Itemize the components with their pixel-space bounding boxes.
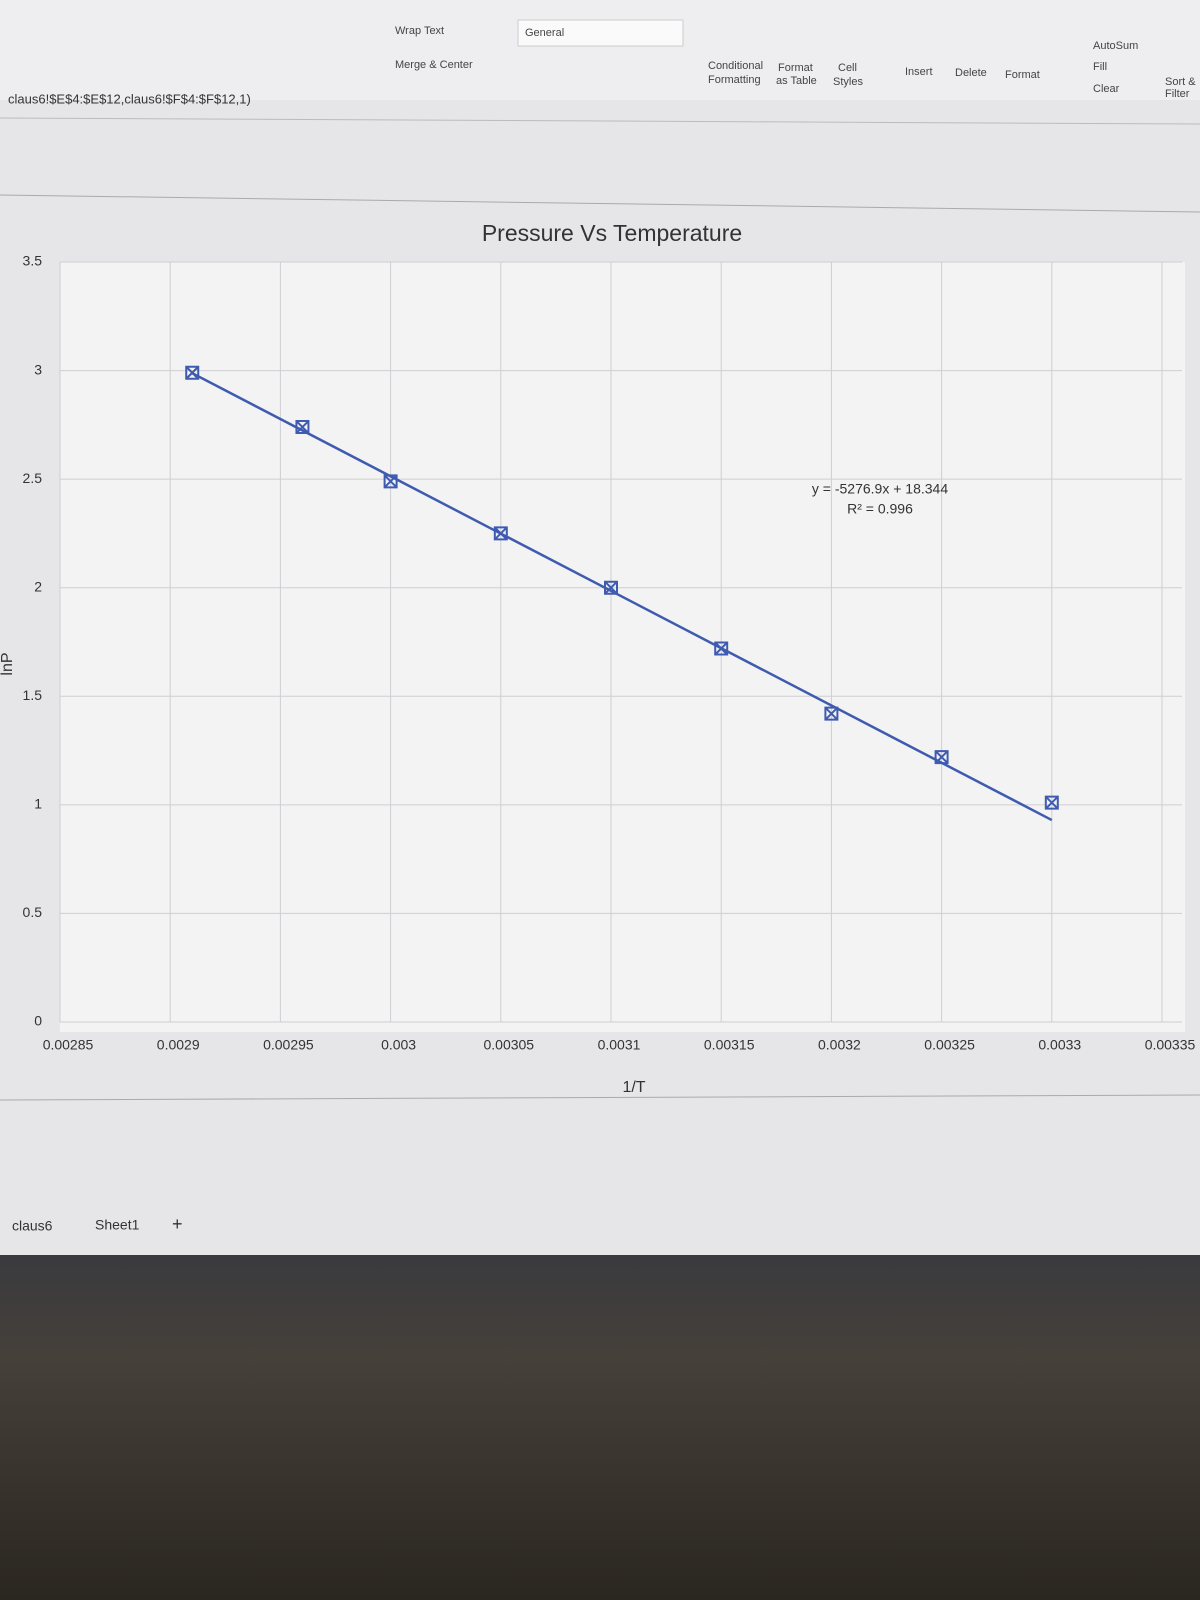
number-format-box[interactable] <box>517 19 684 47</box>
y-axis-label: lnP <box>0 652 16 675</box>
y-tick-label: 2 <box>34 578 42 594</box>
data-point <box>493 526 508 541</box>
data-point <box>185 365 200 380</box>
y-tick-label: 2.5 <box>23 470 43 486</box>
x-tick-label: 0.0033 <box>1038 1037 1081 1053</box>
divider <box>0 117 1200 125</box>
y-tick-label: 3.5 <box>23 253 43 269</box>
ribbon-label[interactable]: Filter <box>1165 88 1190 100</box>
x-tick-label: 0.00325 <box>924 1037 975 1053</box>
x-tick-label: 0.003 <box>381 1037 416 1053</box>
sheet-tab[interactable]: Sheet1 <box>95 1217 140 1233</box>
x-tick-label: 0.0032 <box>818 1037 861 1053</box>
ribbon-label[interactable]: Clear <box>1093 83 1120 95</box>
chart-border <box>0 194 1200 213</box>
r-squared: R² = 0.996 <box>847 501 913 517</box>
chart-border <box>0 1094 1200 1101</box>
ribbon-label[interactable]: AutoSum <box>1093 40 1138 52</box>
x-tick-label: 0.0031 <box>598 1037 641 1053</box>
x-axis-label: 1/T <box>622 1079 645 1096</box>
formula: claus6!$E$4:$E$12,claus6!$F$4:$F$12,1) <box>8 91 251 106</box>
bezel <box>0 1255 1200 1600</box>
x-tick-label: 0.00315 <box>704 1037 755 1053</box>
ribbon-label[interactable]: Insert <box>905 66 933 78</box>
y-tick-label: 1.5 <box>23 687 43 703</box>
x-tick-label: 0.00295 <box>263 1037 314 1053</box>
x-tick-label: 0.00285 <box>43 1037 94 1053</box>
ribbon-label[interactable]: General <box>525 27 564 39</box>
data-point <box>934 750 949 765</box>
y-tick-label: 3 <box>34 361 42 377</box>
data-point <box>1044 795 1059 810</box>
sheet-tab[interactable]: claus6 <box>12 1218 53 1234</box>
x-tick-label: 0.00305 <box>483 1037 534 1053</box>
trend-equation: y = -5276.9x + 18.344 <box>812 481 948 497</box>
ribbon-label[interactable]: Delete <box>955 67 987 79</box>
ribbon-label[interactable]: as Table <box>776 75 817 87</box>
data-point <box>604 580 618 595</box>
add-sheet[interactable]: + <box>172 1214 183 1234</box>
ribbon-label[interactable]: Merge & Center <box>395 59 473 71</box>
x-tick-label: 0.0029 <box>157 1037 200 1053</box>
ribbon-label[interactable]: Styles <box>833 76 863 88</box>
ribbon-label[interactable]: Format <box>1005 69 1040 81</box>
data-point <box>824 706 839 721</box>
ribbon-label[interactable]: Format <box>778 62 813 74</box>
ribbon-label[interactable]: Formatting <box>708 74 761 86</box>
data-point <box>295 420 310 435</box>
ribbon <box>0 0 1200 100</box>
x-tick-label: 0.00335 <box>1145 1037 1196 1053</box>
chart-title: Pressure Vs Temperature <box>482 220 742 246</box>
plot-area <box>60 262 1185 1032</box>
data-point <box>383 474 398 489</box>
y-tick-label: 0.5 <box>23 904 43 920</box>
trendline <box>191 372 1053 822</box>
ribbon-label[interactable]: Cell <box>838 62 857 74</box>
ribbon-label[interactable]: Wrap Text <box>395 25 444 37</box>
ribbon-label[interactable]: Conditional <box>708 60 763 72</box>
data-point <box>714 641 729 656</box>
y-tick-label: 1 <box>34 796 42 812</box>
ribbon-label[interactable]: Fill <box>1093 61 1107 73</box>
y-tick-label: 0 <box>34 1013 42 1029</box>
ribbon-label[interactable]: Sort & <box>1165 76 1196 88</box>
